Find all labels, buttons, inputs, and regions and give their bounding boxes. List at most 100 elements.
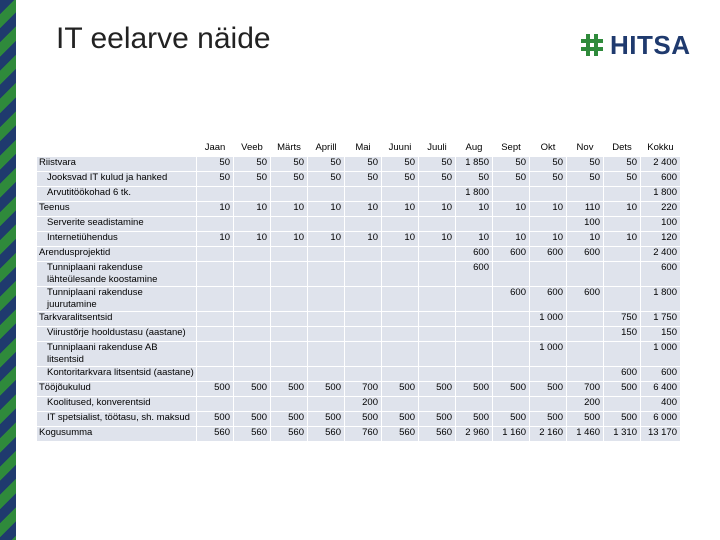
table-cell: 500 (603, 411, 641, 427)
column-header: Okt (529, 138, 567, 157)
table-row: Internetiühendus 10 10 10 10 10 10 10 10 10 10 10 10… (36, 231, 681, 247)
table-cell (381, 261, 419, 287)
table-row: Tööjõukulud 500 500 500 500 700 500 500 500 500 50… (36, 381, 681, 397)
table-cell: 560 (307, 426, 345, 442)
table-cell: 600 (640, 366, 681, 382)
table-row: Tunniplaani rakenduse AB litsentsid 1 000… (36, 341, 681, 367)
table-cell (344, 186, 382, 202)
table-cell: 50 (196, 156, 234, 172)
table-cell: 500 (381, 381, 419, 397)
table-cell: 500 (307, 411, 345, 427)
table-cell (270, 396, 308, 412)
table-cell: 2 400 (640, 246, 681, 262)
table-cell: 10 (455, 231, 493, 247)
table-cell (344, 246, 382, 262)
table-cell (344, 311, 382, 327)
table-cell (603, 286, 641, 312)
table-cell: 500 (492, 411, 530, 427)
table-cell (529, 186, 567, 202)
table-cell: 10 (344, 231, 382, 247)
table-cell: 500 (418, 411, 456, 427)
table-cell (270, 341, 308, 367)
table-cell (455, 311, 493, 327)
column-header: Jaan (196, 138, 234, 157)
table-cell (381, 326, 419, 342)
column-header: Aug (455, 138, 493, 157)
table-cell: 500 (603, 381, 641, 397)
column-header: Aprill (307, 138, 345, 157)
table-cell (344, 286, 382, 312)
table-cell (529, 216, 567, 232)
table-cell (603, 216, 641, 232)
table-cell: 1 000 (529, 311, 567, 327)
table-cell (455, 341, 493, 367)
column-header: Sept (492, 138, 530, 157)
table-cell (307, 366, 345, 382)
table-cell (492, 396, 530, 412)
table-cell: 500 (529, 381, 567, 397)
table-cell (307, 396, 345, 412)
table-cell: 560 (270, 426, 308, 442)
table-cell (233, 341, 271, 367)
table-cell (418, 261, 456, 287)
table-cell: 10 (270, 201, 308, 217)
table-cell (455, 286, 493, 312)
table-cell: 150 (640, 326, 681, 342)
table-cell: 10 (418, 231, 456, 247)
table-cell (566, 341, 604, 367)
row-label: Serverite seadistamine (36, 216, 197, 232)
table-cell (270, 326, 308, 342)
column-header: Juuni (381, 138, 419, 157)
table-cell (270, 311, 308, 327)
table-cell: 50 (344, 171, 382, 187)
table-cell: 500 (196, 411, 234, 427)
table-cell (196, 216, 234, 232)
table-cell: 50 (344, 156, 382, 172)
table-cell: 500 (233, 381, 271, 397)
table-header-row: Jaan Veeb Märts Aprill Mai Juuni Juuli Aug Sept O… (36, 138, 681, 157)
table-cell (381, 286, 419, 312)
table-cell: 2 960 (455, 426, 493, 442)
table-cell (492, 311, 530, 327)
table-cell: 6 400 (640, 381, 681, 397)
table-cell (381, 366, 419, 382)
table-cell: 10 (381, 201, 419, 217)
table-cell: 500 (566, 411, 604, 427)
table-cell: 400 (640, 396, 681, 412)
column-header: Mai (344, 138, 382, 157)
table-cell: 700 (566, 381, 604, 397)
table-cell (418, 246, 456, 262)
table-cell: 500 (381, 411, 419, 427)
table-cell (270, 246, 308, 262)
table-cell: 10 (529, 201, 567, 217)
table-cell (418, 341, 456, 367)
table-cell (307, 261, 345, 287)
table-cell (233, 246, 271, 262)
table-cell: 1 460 (566, 426, 604, 442)
table-cell (344, 216, 382, 232)
table-cell: 560 (196, 426, 234, 442)
table-cell (529, 261, 567, 287)
table-cell (307, 286, 345, 312)
table-cell: 10 (270, 231, 308, 247)
table-cell: 500 (455, 411, 493, 427)
table-cell: 110 (566, 201, 604, 217)
table-cell (492, 186, 530, 202)
table-cell (492, 326, 530, 342)
row-label: Tööjõukulud (36, 381, 197, 397)
table-cell: 10 (307, 201, 345, 217)
table-cell (455, 216, 493, 232)
table-cell (455, 366, 493, 382)
table-cell: 2 400 (640, 156, 681, 172)
table-cell (455, 396, 493, 412)
table-cell (418, 286, 456, 312)
table-cell (566, 186, 604, 202)
table-cell: 50 (196, 171, 234, 187)
table-cell: 50 (270, 156, 308, 172)
table-cell: 2 160 (529, 426, 567, 442)
table-cell: 700 (344, 381, 382, 397)
table-row: Jooksvad IT kulud ja hanked 50 50 50 50 50 50 5… (36, 171, 681, 187)
table-cell: 600 (529, 246, 567, 262)
table-row: IT spetsialist, töötasu, sh. maksud 500 50… (36, 411, 681, 427)
table-cell: 600 (492, 246, 530, 262)
